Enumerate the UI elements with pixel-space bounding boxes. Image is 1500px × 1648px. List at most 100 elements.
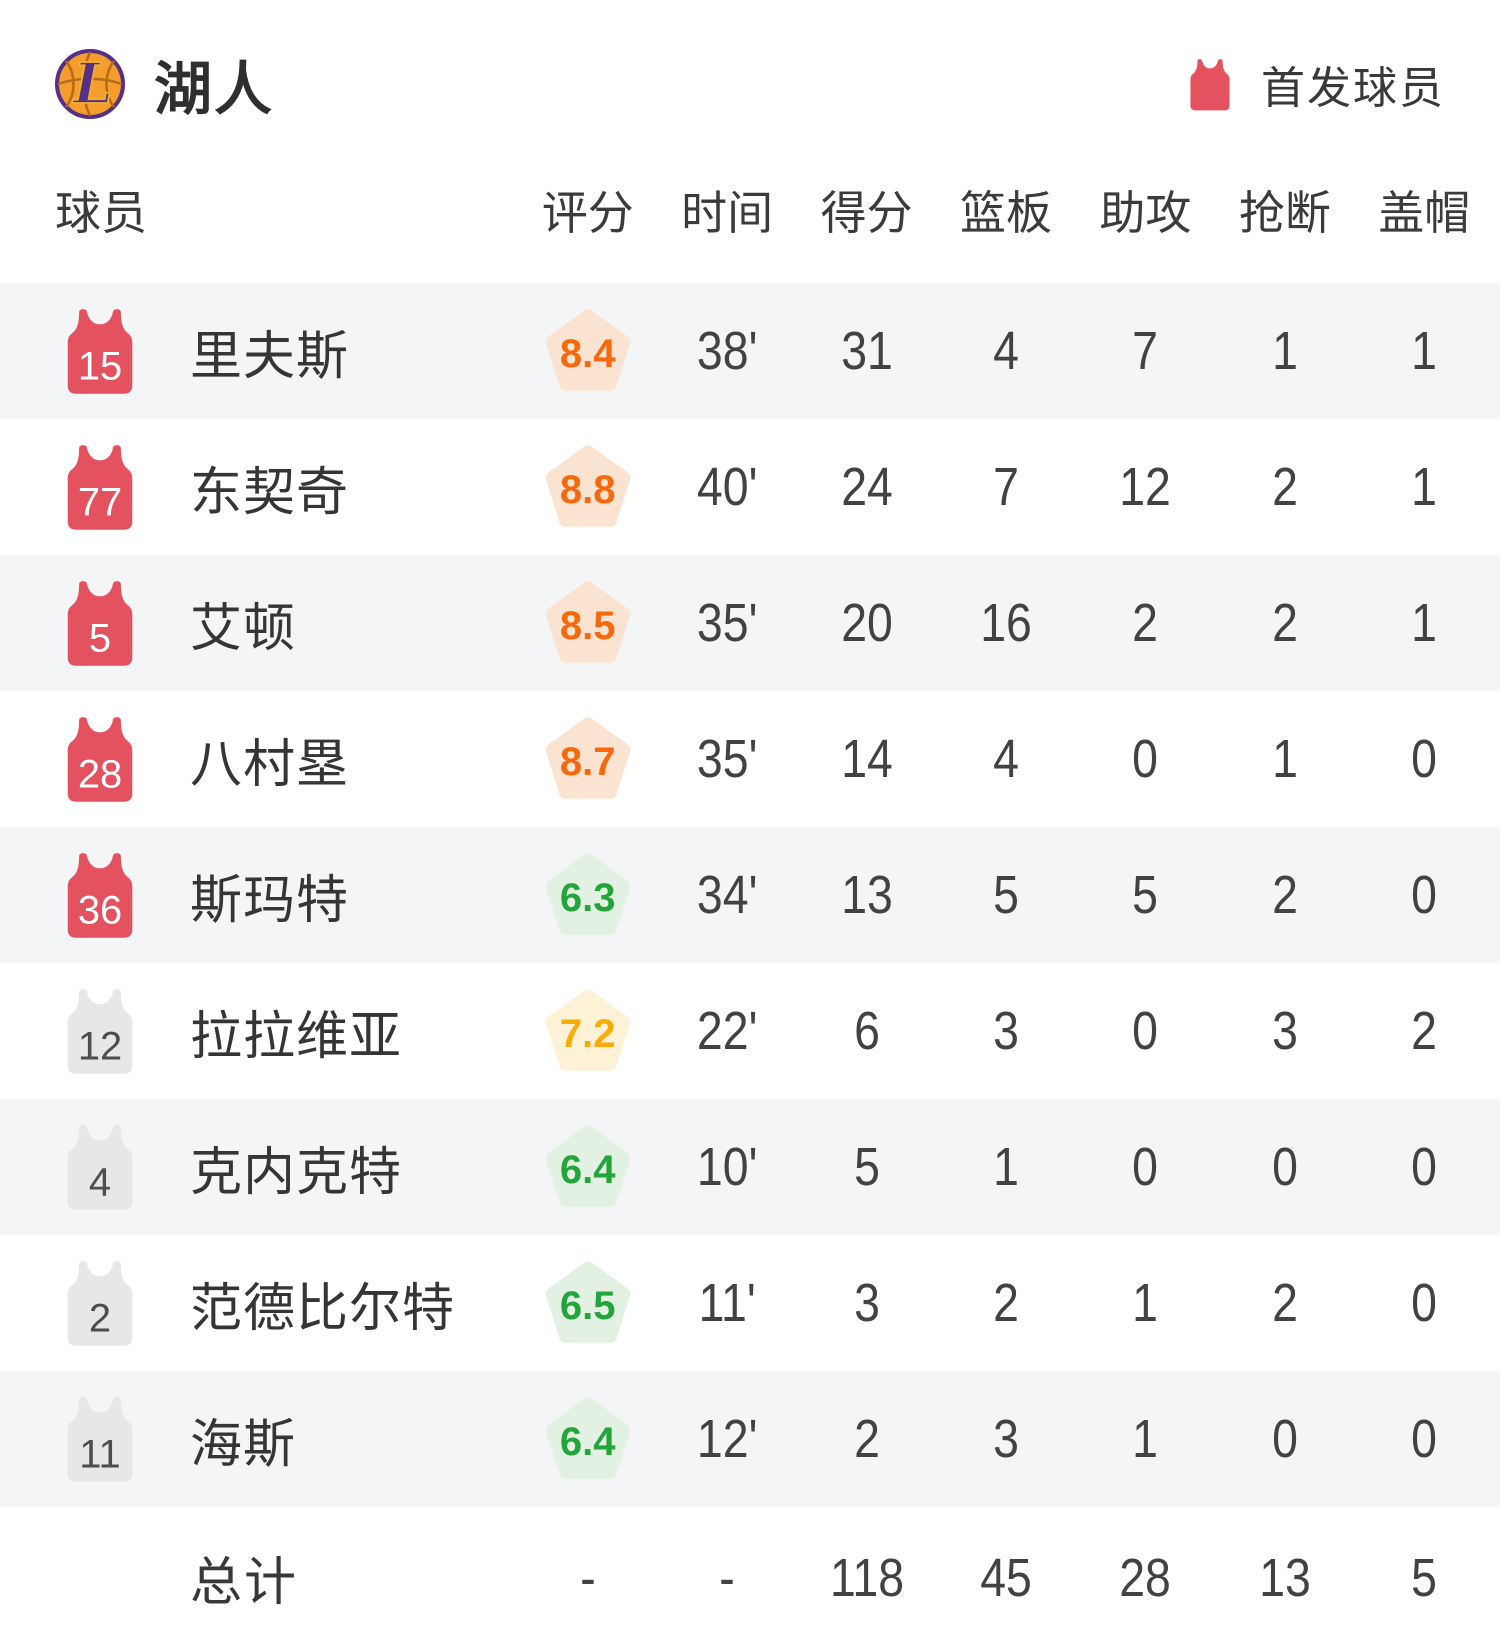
stat-points: 3 [853, 1273, 880, 1333]
jersey-icon: 28 [67, 717, 133, 802]
rating-value: 8.4 [559, 331, 616, 376]
player-row[interactable]: 12 拉拉维亚 7.2 22' 6 3 0 3 2 [0, 963, 1500, 1099]
team-identity: L 湖人 [52, 42, 274, 126]
total-row: 总计 - - 118 45 28 13 5 [0, 1507, 1500, 1648]
stat-assists: 0 [1132, 1137, 1159, 1197]
rating-badge: 8.8 [544, 444, 632, 530]
total-rating: - [579, 1547, 596, 1608]
rating-badge: 6.3 [544, 852, 632, 938]
stat-points: 14 [840, 729, 893, 789]
stat-steals: 3 [1271, 1001, 1298, 1061]
stat-rebounds: 5 [993, 865, 1019, 925]
lakers-logo-icon: L [55, 49, 125, 119]
stat-rebounds: 4 [993, 321, 1019, 381]
stat-points: 20 [840, 593, 893, 653]
column-header-assists: 助攻 [1099, 187, 1192, 239]
rating-value: 6.4 [559, 1147, 616, 1192]
stat-steals: 1 [1271, 729, 1298, 789]
column-header-blocks: 盖帽 [1378, 187, 1471, 239]
stat-rebounds: 4 [993, 729, 1019, 789]
rating-value: 6.3 [559, 875, 616, 920]
player-name: 克内克特 [190, 1143, 403, 1202]
player-row[interactable]: 5 艾顿 8.5 35' 20 16 2 2 1 [0, 555, 1500, 691]
jersey-icon: 12 [67, 989, 133, 1074]
jersey-number: 28 [78, 753, 122, 797]
stat-blocks: 1 [1411, 457, 1438, 517]
stat-time: 11' [698, 1273, 756, 1333]
column-header-rebounds: 篮板 [959, 187, 1052, 239]
jersey-icon: 4 [67, 1125, 133, 1210]
player-name: 里夫斯 [190, 327, 350, 386]
jersey-number: 2 [89, 1297, 111, 1341]
jersey-icon: 15 [67, 309, 133, 394]
stat-time: 22' [696, 1001, 758, 1061]
column-header-steals: 抢断 [1238, 187, 1331, 239]
svg-text:L: L [71, 51, 112, 117]
player-row[interactable]: 77 东契奇 8.8 40' 24 7 12 2 1 [0, 419, 1500, 555]
rating-value: 8.8 [559, 467, 616, 512]
rating-value: 6.5 [559, 1283, 616, 1328]
column-header-player: 球员 [55, 187, 147, 239]
player-row[interactable]: 28 八村塁 8.7 35' 14 4 0 1 0 [0, 691, 1500, 827]
stat-assists: 1 [1132, 1273, 1159, 1333]
player-row[interactable]: 2 范德比尔特 6.5 11' 3 2 1 2 0 [0, 1235, 1500, 1371]
jersey-icon: 77 [67, 445, 133, 530]
jersey-icon: 36 [67, 853, 133, 938]
jersey-icon: 2 [67, 1261, 133, 1346]
team-name: 湖人 [154, 57, 275, 122]
stat-blocks: 1 [1411, 593, 1438, 653]
rating-pentagon-icon [545, 989, 631, 1071]
rating-pentagon-icon [545, 717, 631, 799]
stat-blocks: 0 [1411, 1273, 1438, 1333]
jersey-icon: 5 [67, 581, 133, 666]
rating-badge: 8.4 [544, 308, 632, 394]
stat-steals: 0 [1271, 1137, 1298, 1197]
stat-points: 6 [853, 1001, 880, 1061]
player-row[interactable]: 15 里夫斯 8.4 38' 31 4 7 1 1 [0, 283, 1500, 419]
starter-legend-label: 首发球员 [1261, 64, 1445, 113]
total-assists: 28 [1119, 1547, 1172, 1608]
stat-rebounds: 1 [993, 1137, 1019, 1197]
player-row[interactable]: 36 斯玛特 6.3 34' 13 5 5 2 0 [0, 827, 1500, 963]
jersey-number: 15 [78, 345, 122, 389]
stat-assists: 5 [1132, 865, 1159, 925]
player-row[interactable]: 4 克内克特 6.4 10' 5 1 0 0 0 [0, 1099, 1500, 1235]
stat-points: 5 [853, 1137, 880, 1197]
player-row[interactable]: 11 海斯 6.4 12' 2 3 1 0 0 [0, 1371, 1500, 1507]
rating-badge: 7.2 [544, 988, 632, 1074]
rating-pentagon-icon [545, 581, 631, 663]
jersey-number: 12 [78, 1025, 122, 1069]
rating-badge: 8.5 [544, 580, 632, 666]
column-header-points: 得分 [820, 187, 913, 239]
stat-steals: 1 [1271, 321, 1298, 381]
stat-time: 38' [696, 321, 758, 381]
stat-points: 31 [840, 321, 893, 381]
rating-value: 6.4 [559, 1419, 616, 1464]
stat-time: 35' [696, 729, 758, 789]
stat-rebounds: 7 [993, 457, 1019, 517]
stat-blocks: 1 [1411, 321, 1438, 381]
player-name: 海斯 [190, 1415, 297, 1474]
stat-time: 35' [696, 593, 758, 653]
stat-assists: 0 [1132, 1001, 1159, 1061]
jersey-number: 4 [89, 1161, 111, 1205]
total-blocks: 5 [1411, 1547, 1438, 1608]
player-rows: 15 里夫斯 8.4 38' 31 4 7 1 1 77 东契奇 [0, 283, 1500, 1507]
stat-steals: 2 [1271, 1273, 1298, 1333]
stat-steals: 0 [1271, 1409, 1298, 1469]
team-header: L 湖人 首发球员 [0, 44, 1500, 124]
stat-steals: 2 [1271, 457, 1298, 517]
stat-blocks: 0 [1411, 729, 1438, 789]
jersey-icon: 11 [67, 1397, 133, 1482]
table-header-row: 球员 评分 时间 得分 篮板 助攻 抢断 盖帽 [0, 124, 1500, 283]
stat-rebounds: 2 [993, 1273, 1019, 1333]
player-name: 范德比尔特 [190, 1279, 456, 1338]
stat-rebounds: 3 [993, 1409, 1019, 1469]
player-name: 斯玛特 [190, 871, 350, 930]
player-name: 拉拉维亚 [190, 1007, 403, 1066]
rating-value: 8.7 [559, 739, 616, 784]
column-header-time: 时间 [681, 187, 774, 239]
stat-assists: 7 [1132, 321, 1159, 381]
stat-assists: 0 [1132, 729, 1159, 789]
stat-blocks: 0 [1411, 1409, 1438, 1469]
